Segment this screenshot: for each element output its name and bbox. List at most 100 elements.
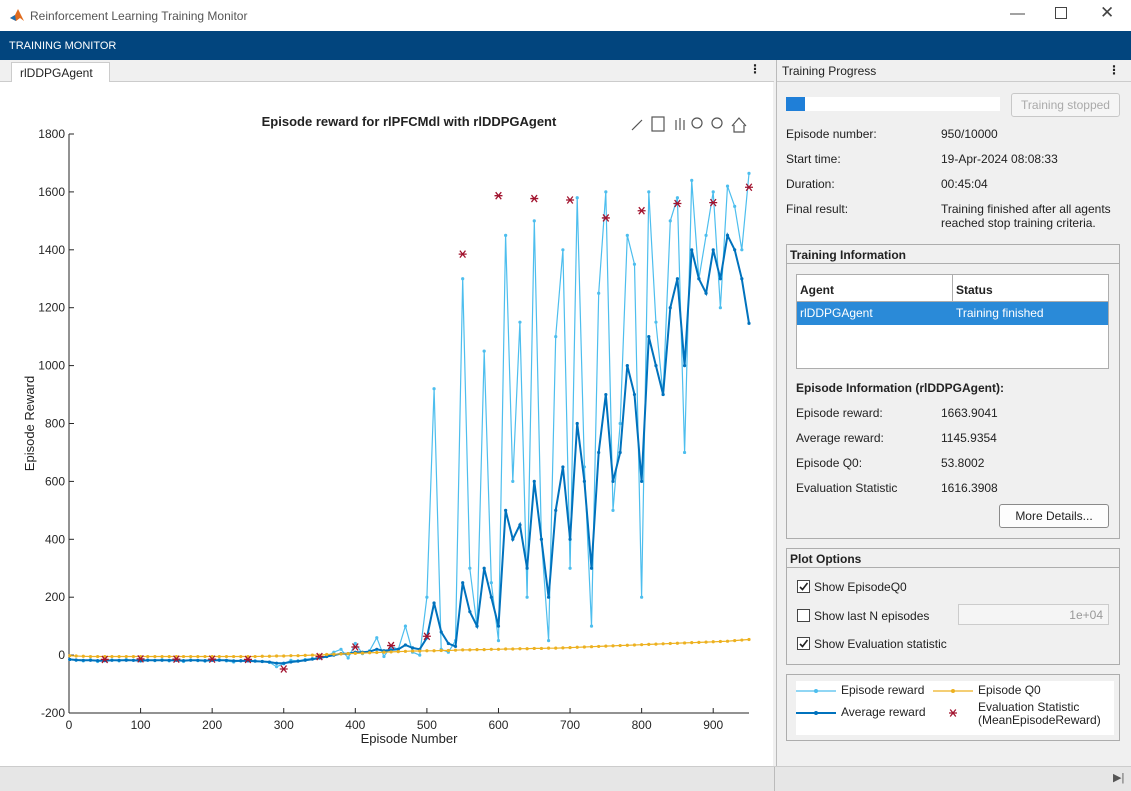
- series-point: [611, 509, 614, 512]
- series-point: [547, 596, 550, 599]
- table-row[interactable]: rlDDPGAgent Training finished: [797, 302, 1108, 325]
- series-point: [261, 655, 264, 658]
- document-tab[interactable]: rlDDPGAgent: [11, 62, 110, 82]
- y-tick-label: 1800: [38, 127, 65, 141]
- series-point: [475, 625, 478, 628]
- series-point: [468, 567, 471, 570]
- series-point: [347, 652, 350, 655]
- series-point: [418, 654, 421, 657]
- collapse-button[interactable]: ▶|: [1113, 771, 1124, 784]
- legend-swatch: [933, 684, 973, 698]
- series-point: [454, 649, 457, 652]
- series-point: [719, 277, 722, 280]
- series-point: [232, 655, 235, 658]
- series-point: [375, 651, 378, 654]
- series-point: [518, 647, 521, 650]
- legend-label: Episode reward: [841, 684, 931, 697]
- series-point: [547, 639, 550, 642]
- series-point: [561, 646, 564, 649]
- y-tick-label: 800: [45, 417, 65, 431]
- series-point: [518, 321, 521, 324]
- x-tick-label: 0: [66, 718, 73, 732]
- series-point: [683, 364, 686, 367]
- checkbox[interactable]: [797, 609, 810, 622]
- series-point: [583, 645, 586, 648]
- series-point: [168, 655, 171, 658]
- series-point: [490, 648, 493, 651]
- series-point: [440, 630, 443, 633]
- series-point: [740, 277, 743, 280]
- series-point: [160, 655, 163, 658]
- progress-label: Start time:: [786, 152, 841, 166]
- agent-table: Agent Status rlDDPGAgent Training finish…: [796, 274, 1109, 369]
- series-point: [561, 248, 564, 251]
- series-point: [404, 650, 407, 653]
- series-point: [568, 567, 571, 570]
- series-point: [432, 601, 435, 604]
- toolstrip-tab[interactable]: TRAINING MONITOR: [9, 40, 116, 52]
- series-point: [626, 234, 629, 237]
- y-tick-label: 600: [45, 474, 65, 488]
- checkbox-label: Show EpisodeQ0: [814, 580, 907, 594]
- series-point: [311, 658, 314, 661]
- maximize-button[interactable]: [1055, 7, 1067, 19]
- series-point: [110, 659, 113, 662]
- series-point: [568, 538, 571, 541]
- series-point: [404, 643, 407, 646]
- series-point: [669, 219, 672, 222]
- series-point: [239, 659, 242, 662]
- series-point: [597, 645, 600, 648]
- checkbox[interactable]: [797, 637, 810, 650]
- series-point: [604, 645, 607, 648]
- series-point: [676, 642, 679, 645]
- series-point: [669, 642, 672, 645]
- series-point: [683, 641, 686, 644]
- series-point: [125, 655, 128, 658]
- series-point: [196, 655, 199, 658]
- minimize-button[interactable]: —: [1010, 5, 1025, 22]
- progress-value: Training finished after all agents reach…: [941, 202, 1121, 230]
- series-point: [461, 581, 464, 584]
- series-point: [662, 393, 665, 396]
- series-point: [683, 451, 686, 454]
- series-point: [339, 652, 342, 655]
- series-point: [540, 647, 543, 650]
- series-point: [590, 567, 593, 570]
- series-point: [597, 451, 600, 454]
- series-point: [576, 422, 579, 425]
- tab-menu[interactable]: ⋮: [749, 62, 761, 76]
- series-point: [454, 645, 457, 648]
- series-point: [654, 364, 657, 367]
- series-point: [726, 640, 729, 643]
- chart-title: Episode reward for rlPFCMdl with rlDDPGA…: [262, 114, 557, 129]
- close-button[interactable]: ✕: [1100, 3, 1114, 23]
- series-point: [604, 190, 607, 193]
- table-cell: rlDDPGAgent: [800, 306, 873, 320]
- legend-label: Average reward: [841, 706, 931, 719]
- training-stopped-button[interactable]: Training stopped: [1011, 93, 1120, 117]
- n-episodes-input[interactable]: 1e+04: [958, 604, 1109, 625]
- training-information-group: Training Information Agent Status rlDDPG…: [786, 244, 1120, 539]
- series-point: [740, 248, 743, 251]
- series-point: [296, 654, 299, 657]
- series-point: [547, 647, 550, 650]
- series-point: [203, 655, 206, 658]
- checkbox[interactable]: [797, 580, 810, 593]
- checkbox-label: Show last N episodes: [814, 609, 929, 623]
- series-point: [432, 649, 435, 652]
- series-point: [511, 538, 514, 541]
- series-point: [733, 205, 736, 208]
- panel-menu[interactable]: ⋮: [1108, 63, 1120, 77]
- more-details-button[interactable]: More Details...: [999, 504, 1109, 528]
- series-point: [182, 655, 185, 658]
- series-point: [125, 659, 128, 662]
- series-point: [533, 480, 536, 483]
- series-point: [633, 263, 636, 266]
- series-point: [418, 649, 421, 652]
- series-point: [382, 651, 385, 654]
- series-point: [261, 660, 264, 663]
- series-point: [82, 655, 85, 658]
- plot-options-group: Plot Options Show EpisodeQ0Show last N e…: [786, 548, 1120, 665]
- group-title: Training Information: [790, 248, 906, 262]
- series-point: [712, 248, 715, 251]
